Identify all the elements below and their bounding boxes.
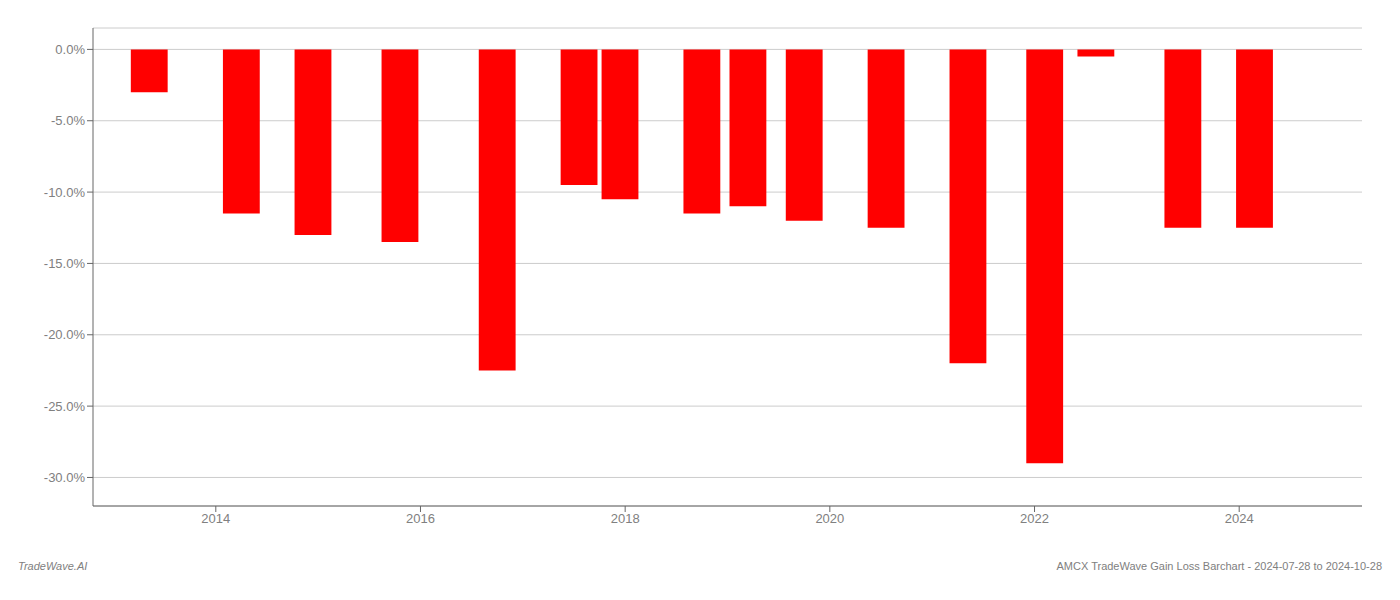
svg-text:2022: 2022 <box>1020 511 1049 526</box>
html-text:TradeWave.AI: TradeWave.AI <box>18 560 88 572</box>
svg-text:-5.0%: -5.0% <box>51 113 85 128</box>
svg-text:-15.0%: -15.0% <box>44 256 86 271</box>
svg-text:2016: 2016 <box>406 511 435 526</box>
html-text:AMCX TradeWave Gain Loss Barch: AMCX TradeWave Gain Loss Barchart - 2024… <box>1056 560 1382 572</box>
svg-text:-10.0%: -10.0% <box>44 185 86 200</box>
svg-text:2024: 2024 <box>1225 511 1254 526</box>
svg-text:-20.0%: -20.0% <box>44 327 86 342</box>
svg-text:2014: 2014 <box>201 511 230 526</box>
svg-text:0.0%: 0.0% <box>55 42 85 57</box>
svg-text:-30.0%: -30.0% <box>44 470 86 485</box>
svg-text:-25.0%: -25.0% <box>44 399 86 414</box>
svg-text:2018: 2018 <box>611 511 640 526</box>
svg-text:2020: 2020 <box>815 511 844 526</box>
